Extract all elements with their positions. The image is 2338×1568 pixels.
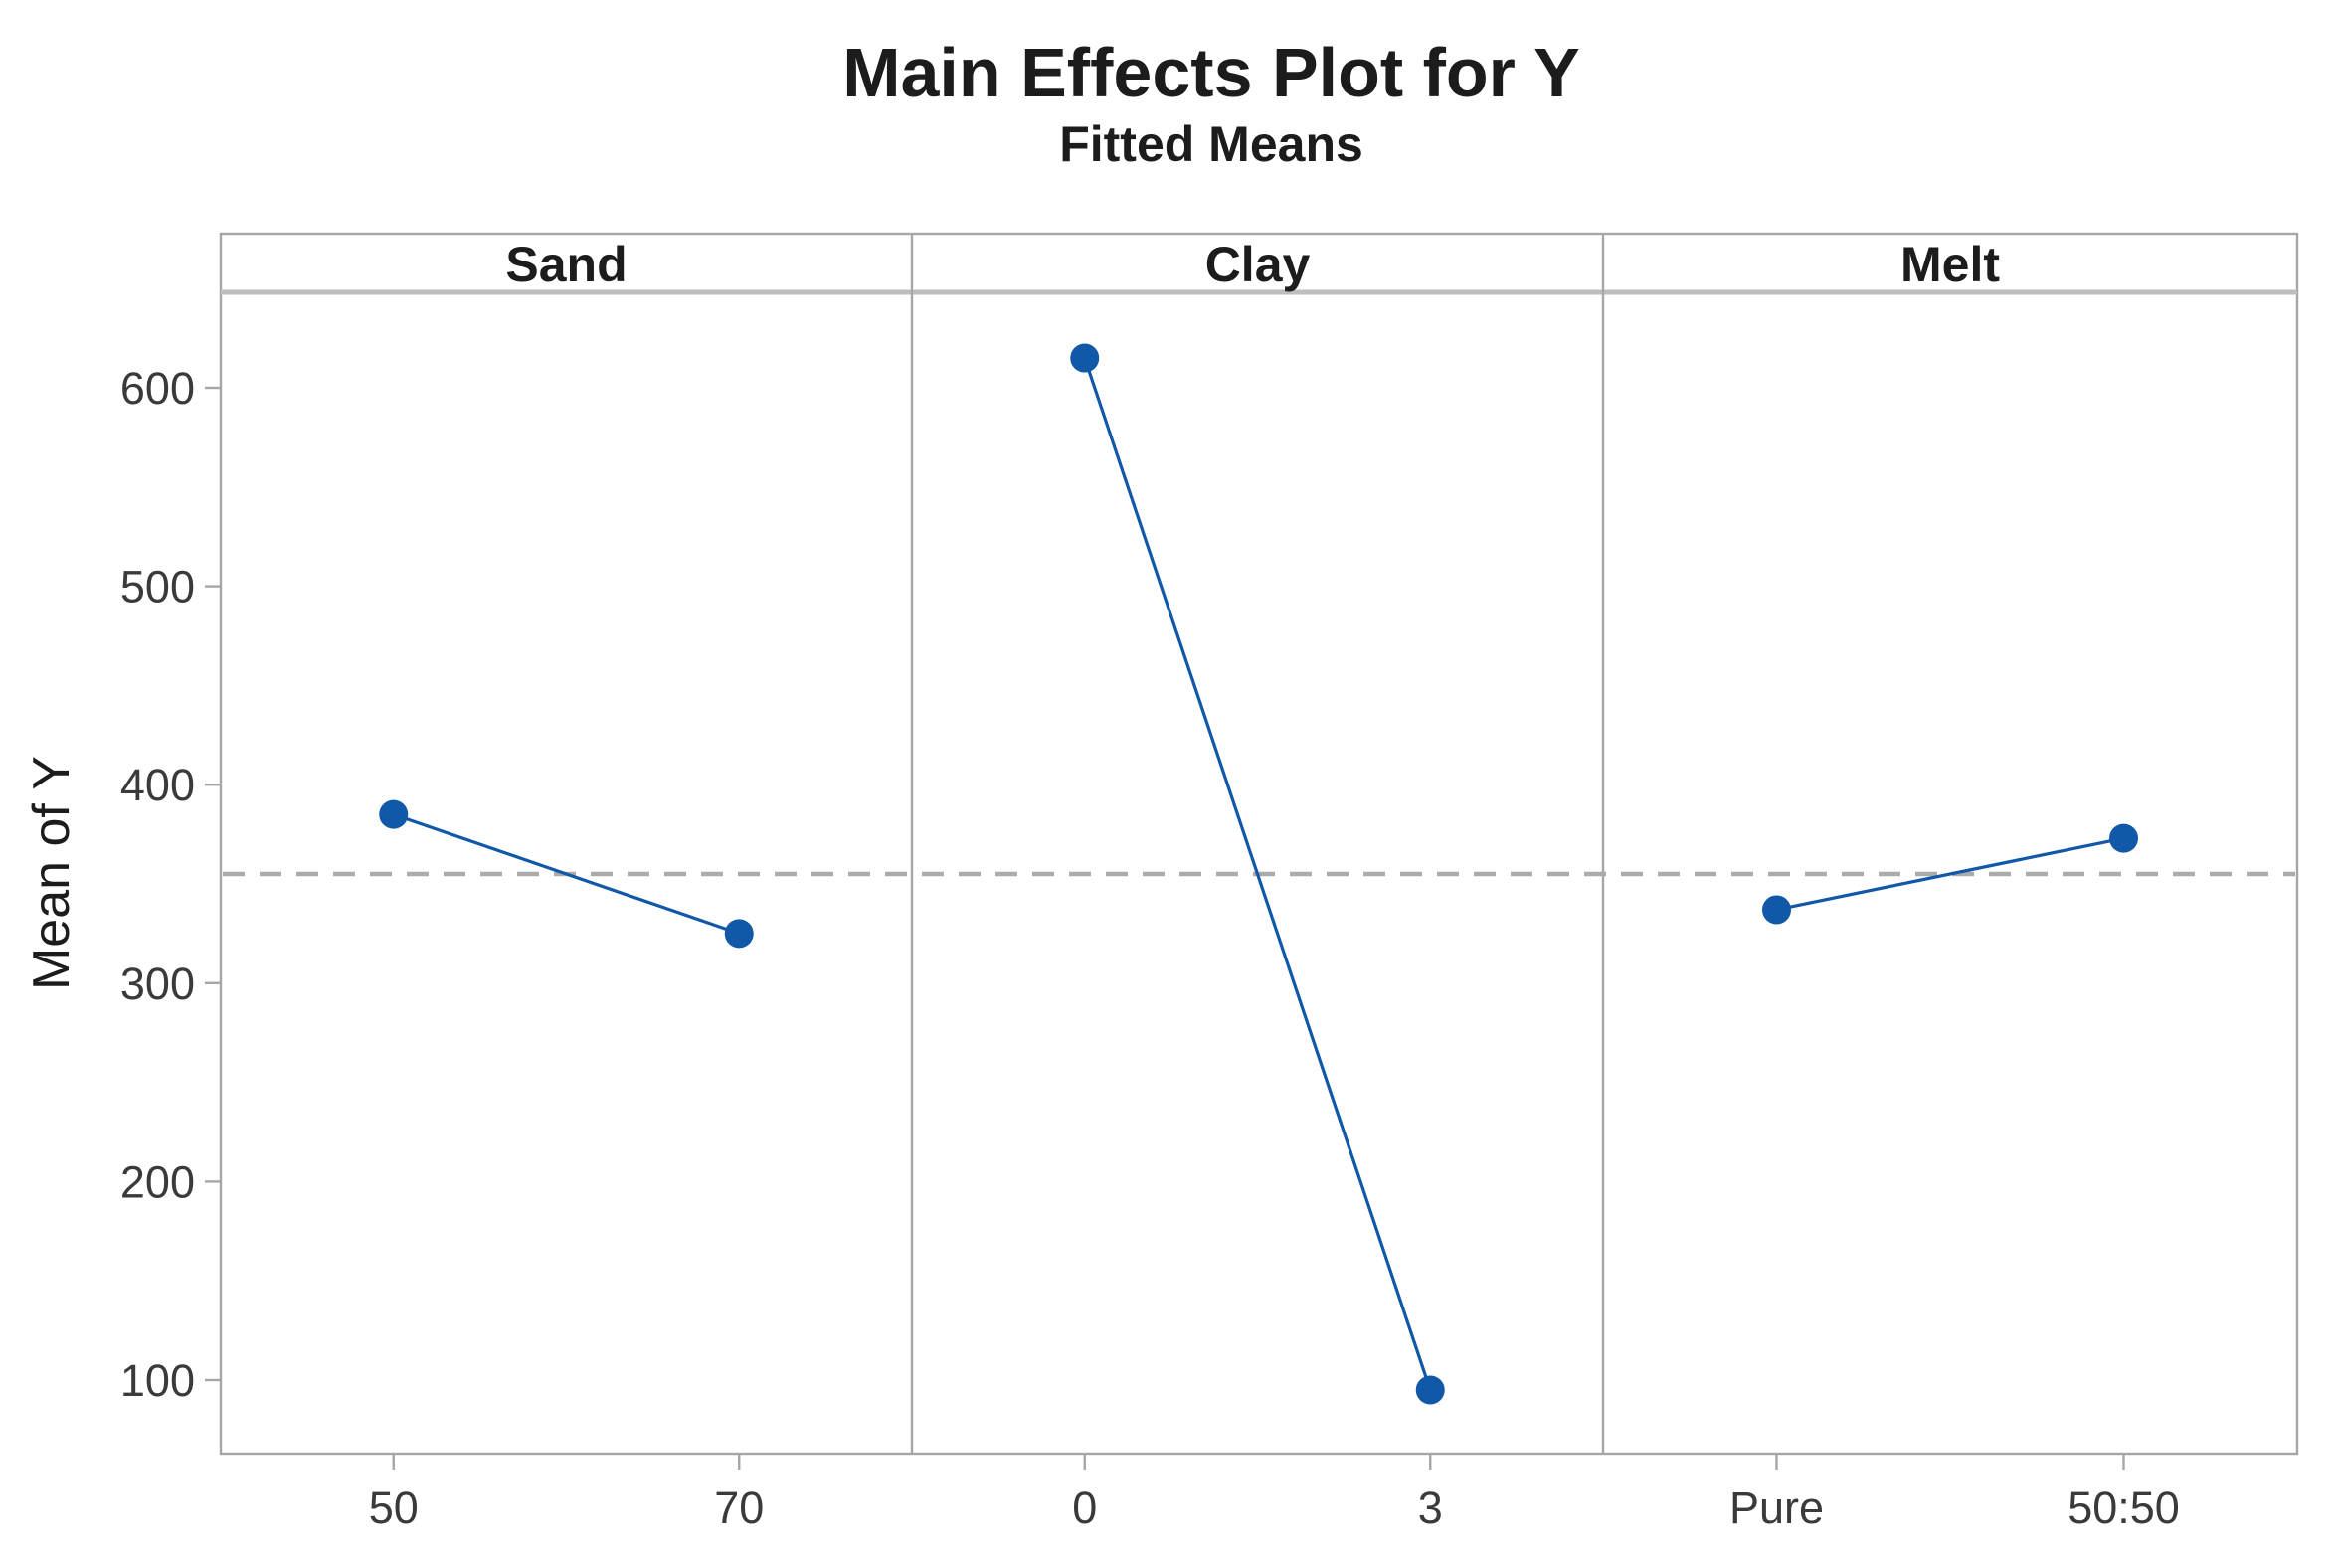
y-tick-label: 600 [120, 363, 195, 414]
y-axis-title: Mean of Y [23, 756, 81, 990]
x-tick-label-50: 50 [369, 1482, 419, 1533]
data-point-melt-pure [1762, 895, 1791, 925]
y-tick-label: 100 [120, 1355, 195, 1406]
plot-frame [219, 232, 2299, 1456]
series-line-melt [1776, 836, 2124, 912]
data-point-sand-50 [379, 799, 409, 829]
series-line-clay [1083, 357, 1432, 1391]
y-tick-label: 400 [120, 760, 195, 810]
chart-subtitle: Fitted Means [1059, 116, 1363, 172]
panel-header-clay: Clay [1205, 237, 1311, 292]
plot-area: 100 200 300 400 500 600 Sand 50 70 Clay 0 3 Melt Pure… [120, 232, 2299, 1533]
series-line-sand [393, 812, 740, 936]
y-tick-label: 500 [120, 562, 195, 612]
y-tick-label: 300 [120, 958, 195, 1009]
chart-title: Main Effects Plot for Y [842, 34, 1580, 111]
y-tick-label: 200 [120, 1156, 195, 1207]
data-point-clay-3 [1415, 1375, 1445, 1405]
data-point-clay-0 [1070, 343, 1100, 373]
x-tick-label-50:50: 50:50 [2068, 1482, 2180, 1533]
x-tick-label-0: 0 [1072, 1482, 1097, 1533]
x-tick-label-3: 3 [1418, 1482, 1443, 1533]
panel-header-sand: Sand [505, 237, 627, 292]
panel-header-melt: Melt [1900, 237, 2000, 292]
x-tick-label-pure: Pure [1729, 1482, 1824, 1533]
x-tick-label-70: 70 [714, 1482, 764, 1533]
data-point-sand-70 [724, 919, 754, 949]
data-point-melt-50:50 [2109, 823, 2138, 853]
